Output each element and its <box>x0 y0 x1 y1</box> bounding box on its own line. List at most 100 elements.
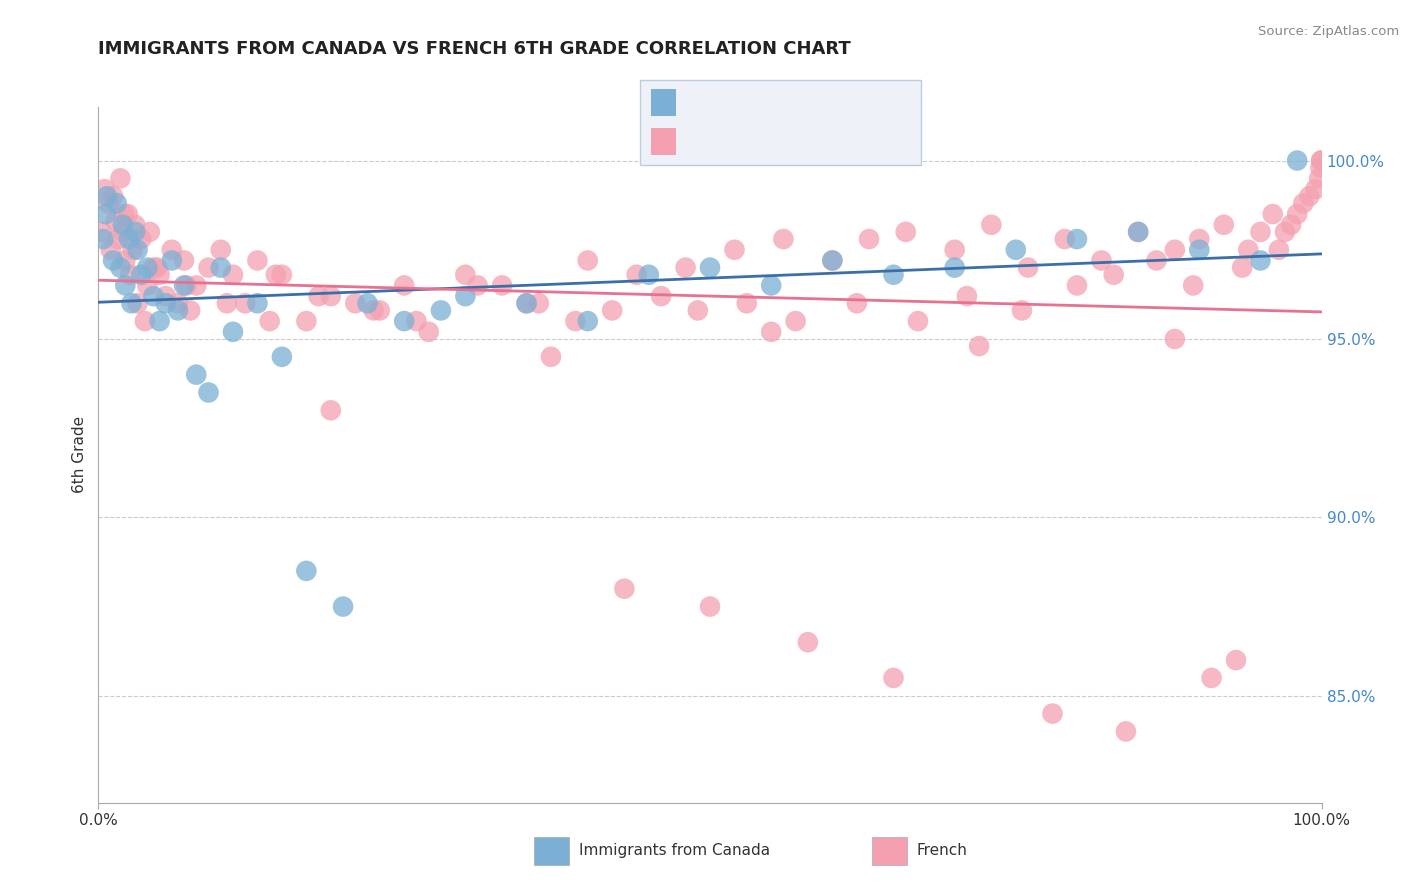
Point <box>1102 268 1125 282</box>
Point <box>110 171 132 186</box>
Point <box>197 260 219 275</box>
Point <box>120 296 142 310</box>
Text: R = 0.244   N = 46: R = 0.244 N = 46 <box>688 95 852 110</box>
Point <box>576 314 599 328</box>
Point <box>129 268 152 282</box>
Point <box>491 278 513 293</box>
Point <box>1188 232 1211 246</box>
Point <box>176 278 198 293</box>
Point <box>155 296 177 310</box>
Point <box>516 296 538 310</box>
Point <box>1017 260 1039 275</box>
Point <box>1305 182 1327 196</box>
Point <box>186 368 208 382</box>
Point <box>97 196 120 211</box>
Point <box>142 289 165 303</box>
Point <box>270 268 294 282</box>
Point <box>1298 189 1320 203</box>
Point <box>104 214 127 228</box>
Point <box>149 314 172 328</box>
Point <box>186 278 208 293</box>
Point <box>626 268 648 282</box>
Point <box>264 268 287 282</box>
Point <box>1128 225 1150 239</box>
Point <box>1310 153 1333 168</box>
Point <box>1286 153 1309 168</box>
Point <box>146 260 169 275</box>
Point <box>576 253 599 268</box>
Point <box>883 671 905 685</box>
Text: French: French <box>917 844 967 858</box>
Point <box>136 260 159 275</box>
Point <box>1279 218 1302 232</box>
Point <box>761 278 783 293</box>
Point <box>222 268 245 282</box>
Point <box>118 232 141 246</box>
Point <box>761 325 783 339</box>
Point <box>600 303 623 318</box>
Point <box>149 268 172 282</box>
Point <box>114 253 136 268</box>
Point <box>129 232 152 246</box>
Point <box>454 289 477 303</box>
Point <box>858 232 880 246</box>
Point <box>100 243 122 257</box>
Point <box>943 260 966 275</box>
Point <box>821 253 844 268</box>
Point <box>467 278 489 293</box>
Point <box>1309 161 1331 175</box>
Point <box>295 314 318 328</box>
Point <box>319 289 342 303</box>
Point <box>723 243 745 257</box>
Point <box>1115 724 1137 739</box>
Point <box>613 582 636 596</box>
Point <box>344 296 367 310</box>
Point <box>943 243 966 257</box>
Point <box>1066 278 1088 293</box>
Point <box>120 268 142 282</box>
Point <box>91 232 114 246</box>
Point <box>142 260 165 275</box>
Point <box>1286 207 1309 221</box>
Point <box>1201 671 1223 685</box>
Point <box>136 278 159 293</box>
Point <box>1230 260 1253 275</box>
Point <box>821 253 844 268</box>
Point <box>233 296 256 310</box>
Point <box>405 314 427 328</box>
Point <box>173 278 195 293</box>
Point <box>540 350 562 364</box>
Point <box>110 260 132 275</box>
Point <box>111 218 134 232</box>
Point <box>883 268 905 282</box>
Point <box>1310 153 1333 168</box>
Point <box>392 278 416 293</box>
Point <box>124 218 146 232</box>
Point <box>134 314 156 328</box>
Point <box>295 564 318 578</box>
Point <box>197 385 219 400</box>
Point <box>735 296 758 310</box>
Point <box>1042 706 1064 721</box>
Point <box>418 325 440 339</box>
Point <box>246 296 269 310</box>
Point <box>319 403 342 417</box>
Point <box>308 289 330 303</box>
Point <box>173 253 195 268</box>
Point <box>121 243 143 257</box>
Text: Source: ZipAtlas.com: Source: ZipAtlas.com <box>1258 25 1399 38</box>
Point <box>1066 232 1088 246</box>
Point <box>259 314 281 328</box>
Point <box>179 303 201 318</box>
Point <box>91 225 114 239</box>
Point <box>797 635 820 649</box>
Point <box>332 599 354 614</box>
Point <box>139 225 162 239</box>
Point <box>527 296 550 310</box>
Point <box>564 314 586 328</box>
Point <box>785 314 807 328</box>
Point <box>516 296 538 310</box>
Point <box>363 303 385 318</box>
Point <box>638 268 661 282</box>
Point <box>117 207 139 221</box>
